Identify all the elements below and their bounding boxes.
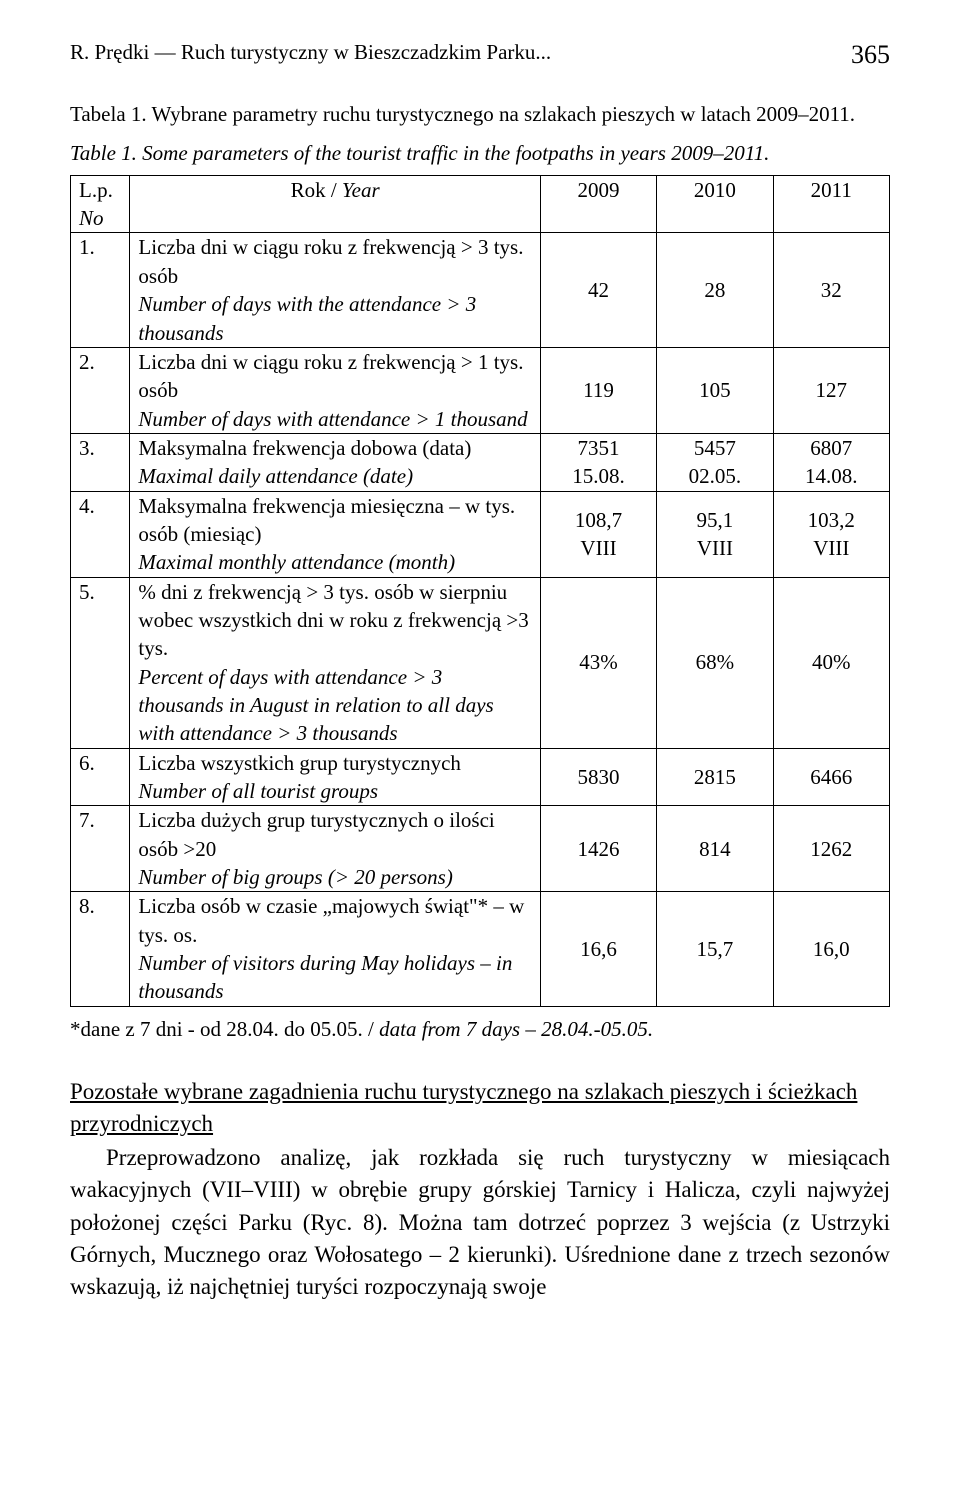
col-2011: 2011 [773,175,889,233]
table-caption-pl: Tabela 1. Wybrane parametry ruchu turyst… [70,100,890,129]
cell-value: 95,1VIII [657,491,773,577]
cell-value: 28 [657,233,773,347]
table-row: 4. Maksymalna frekwencja miesięczna – w … [71,491,890,577]
row-desc-pl: Liczba wszystkich grup turystycznych [138,751,461,775]
row-no: 3. [71,433,130,491]
footnote-pl: *dane z 7 dni - od 28.04. do 05.05. / [70,1017,379,1041]
page-number: 365 [851,40,890,70]
cell-value: 105 [657,347,773,433]
row-desc-pl: Maksymalna frekwencja miesięczna – w tys… [138,494,515,546]
section-heading: Pozostałe wybrane zagadnienia ruchu tury… [70,1076,890,1140]
table-row: 2. Liczba dni w ciągu roku z frekwencją … [71,347,890,433]
cell-value: 6466 [773,748,889,806]
table-row: 3. Maksymalna frekwencja dobowa (data) M… [71,433,890,491]
cell-value: 103,2VIII [773,491,889,577]
col-2010: 2010 [657,175,773,233]
table-header-row: L.p. No Rok / Year 2009 2010 2011 [71,175,890,233]
col-2009: 2009 [540,175,656,233]
row-desc-en: Number of all tourist groups [138,779,378,803]
row-desc-en: Number of big groups (> 20 persons) [138,865,452,889]
row-desc-en: Number of visitors during May holidays –… [138,951,512,1003]
row-desc-pl: Liczba osób w czasie „majowych świąt"* –… [138,894,524,946]
row-no: 4. [71,491,130,577]
cell-value: 5830 [540,748,656,806]
cell-value: 1426 [540,806,656,892]
row-desc-pl: Liczba dużych grup turystycznych o ilośc… [138,808,494,860]
row-no: 5. [71,577,130,748]
footnote-en: data from 7 days – 28.04.-05.05. [379,1017,653,1041]
cell-value: 40% [773,577,889,748]
col-no-en: No [79,206,104,230]
cell-value: 814 [657,806,773,892]
row-desc-en: Number of days with attendance > 1 thous… [138,407,527,431]
table-row: 8. Liczba osób w czasie „majowych świąt"… [71,892,890,1006]
cell-value: 1262 [773,806,889,892]
cell-value: 735115.08. [540,433,656,491]
cell-value: 680714.08. [773,433,889,491]
row-desc-en: Maximal daily attendance (date) [138,464,413,488]
row-desc-pl: Liczba dni w ciągu roku z frekwencją > 1… [138,350,523,402]
table-row: 1. Liczba dni w ciągu roku z frekwencją … [71,233,890,347]
row-no: 1. [71,233,130,347]
table-row: 7. Liczba dużych grup turystycznych o il… [71,806,890,892]
row-desc-en: Number of days with the attendance > 3 t… [138,292,476,344]
body-paragraph: Przeprowadzono analizę, jak rozkłada się… [70,1142,890,1303]
cell-value: 16,0 [773,892,889,1006]
cell-value: 16,6 [540,892,656,1006]
cell-value: 32 [773,233,889,347]
cell-value: 43% [540,577,656,748]
row-desc-pl: Liczba dni w ciągu roku z frekwencją > 3… [138,235,523,287]
running-title: R. Prędki — Ruch turystyczny w Bieszczad… [70,40,551,70]
cell-value: 108,7VIII [540,491,656,577]
cell-value: 2815 [657,748,773,806]
row-desc-pl: % dni z frekwencją > 3 tys. osób w sierp… [138,580,528,661]
row-no: 6. [71,748,130,806]
row-desc-en: Percent of days with attendance > 3 thou… [138,665,493,746]
table-caption-en-text: Table 1. Some parameters of the tourist … [70,141,769,165]
row-no: 8. [71,892,130,1006]
cell-value: 119 [540,347,656,433]
row-no: 2. [71,347,130,433]
col-no-pl: L.p. [79,178,113,202]
data-table: L.p. No Rok / Year 2009 2010 2011 1. Lic… [70,175,890,1007]
table-footnote: *dane z 7 dni - od 28.04. do 05.05. / da… [70,1017,890,1042]
running-header: R. Prędki — Ruch turystyczny w Bieszczad… [70,40,890,70]
row-desc-en: Maximal monthly attendance (month) [138,550,455,574]
col-year-label: Rok / [291,178,342,202]
row-desc-pl: Maksymalna frekwencja dobowa (data) [138,436,471,460]
col-year-it: Year [342,178,380,202]
row-no: 7. [71,806,130,892]
cell-value: 42 [540,233,656,347]
table-row: 5. % dni z frekwencją > 3 tys. osób w si… [71,577,890,748]
cell-value: 15,7 [657,892,773,1006]
cell-value: 545702.05. [657,433,773,491]
cell-value: 68% [657,577,773,748]
table-caption-en: Table 1. Some parameters of the tourist … [70,139,890,168]
table-row: 6. Liczba wszystkich grup turystycznych … [71,748,890,806]
cell-value: 127 [773,347,889,433]
